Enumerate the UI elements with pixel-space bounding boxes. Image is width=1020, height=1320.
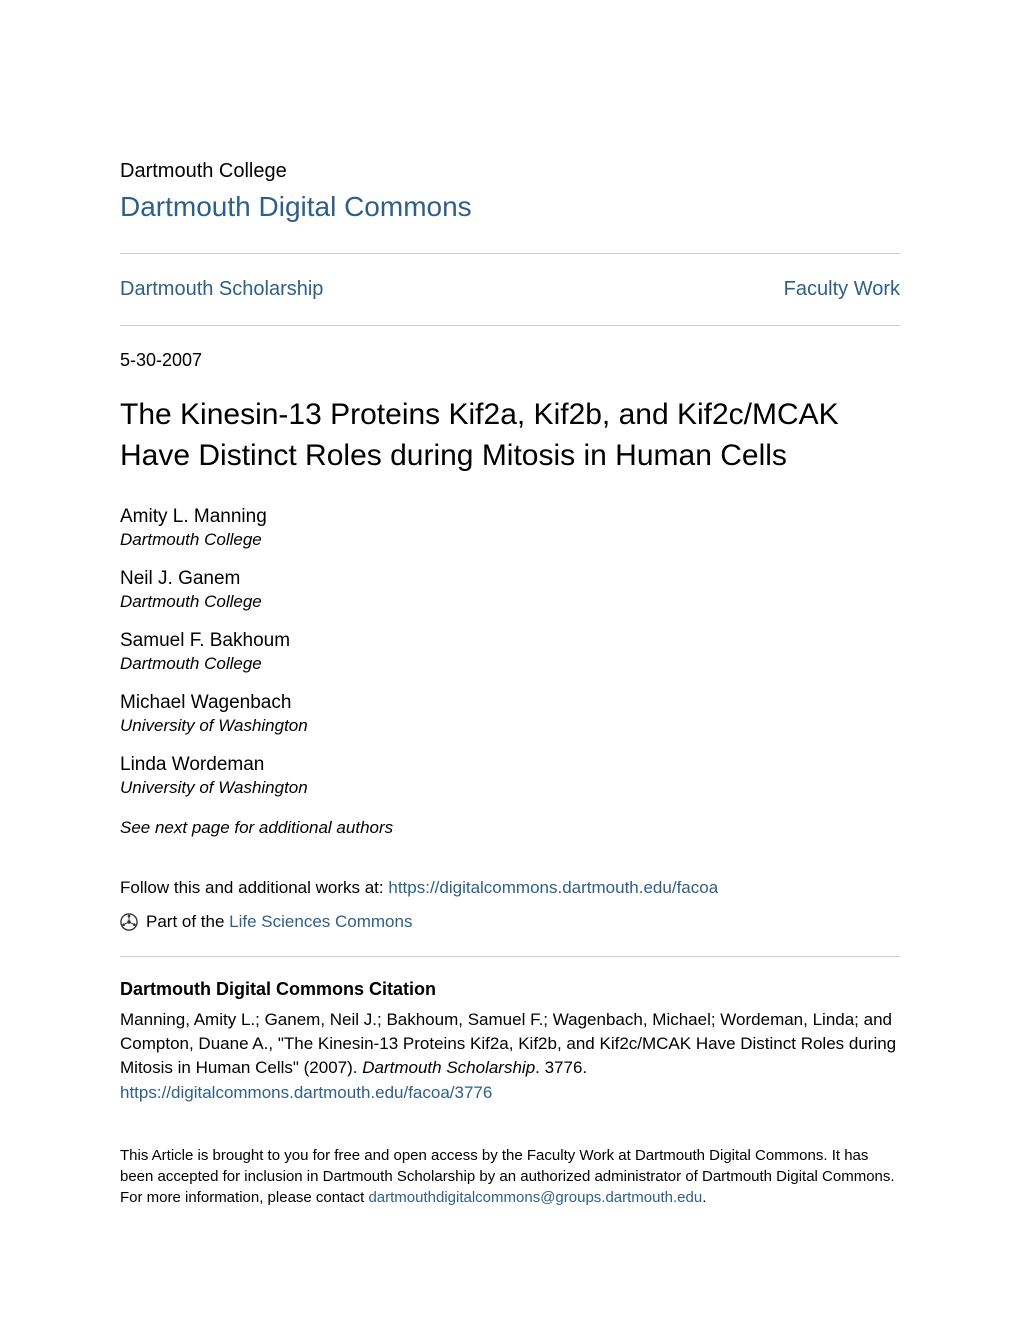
author-block: Amity L. Manning Dartmouth College <box>120 506 900 550</box>
author-affiliation: Dartmouth College <box>120 654 900 674</box>
network-icon <box>120 913 138 931</box>
divider-citation <box>120 956 900 957</box>
author-affiliation: Dartmouth College <box>120 592 900 612</box>
see-next-authors: See next page for additional authors <box>120 818 900 838</box>
author-block: Samuel F. Bakhoum Dartmouth College <box>120 630 900 674</box>
page-container: Dartmouth College Dartmouth Digital Comm… <box>120 160 900 1208</box>
citation-url-link[interactable]: https://digitalcommons.dartmouth.edu/fac… <box>120 1081 900 1105</box>
publication-date: 5-30-2007 <box>120 350 900 371</box>
part-of-prefix: Part of the <box>146 912 229 931</box>
follow-url-link[interactable]: https://digitalcommons.dartmouth.edu/fac… <box>388 878 718 897</box>
commons-link[interactable]: Life Sciences Commons <box>229 912 412 931</box>
author-name: Michael Wagenbach <box>120 692 900 714</box>
contact-email-link[interactable]: dartmouthdigitalcommons@groups.dartmouth… <box>368 1189 702 1206</box>
citation-body-after: . 3776. <box>535 1058 587 1077</box>
author-name: Samuel F. Bakhoum <box>120 630 900 652</box>
author-block: Neil J. Ganem Dartmouth College <box>120 568 900 612</box>
footer-text: This Article is brought to you for free … <box>120 1145 900 1208</box>
institution-name: Dartmouth College <box>120 160 900 183</box>
divider-bottom <box>120 325 900 326</box>
author-block: Linda Wordeman University of Washington <box>120 754 900 798</box>
citation-text: Manning, Amity L.; Ganem, Neil J.; Bakho… <box>120 1008 900 1105</box>
part-of-text: Part of the Life Sciences Commons <box>146 912 412 932</box>
author-name: Amity L. Manning <box>120 506 900 528</box>
authors-list: Amity L. Manning Dartmouth College Neil … <box>120 506 900 798</box>
author-affiliation: University of Washington <box>120 778 900 798</box>
nav-row: Dartmouth Scholarship Faculty Work <box>120 254 900 325</box>
author-name: Linda Wordeman <box>120 754 900 776</box>
repository-link[interactable]: Dartmouth Digital Commons <box>120 191 472 223</box>
follow-works: Follow this and additional works at: htt… <box>120 878 900 898</box>
follow-prefix: Follow this and additional works at: <box>120 878 388 897</box>
article-title: The Kinesin-13 Proteins Kif2a, Kif2b, an… <box>120 395 900 476</box>
author-affiliation: Dartmouth College <box>120 530 900 550</box>
author-name: Neil J. Ganem <box>120 568 900 590</box>
citation-heading: Dartmouth Digital Commons Citation <box>120 979 900 1000</box>
section-link[interactable]: Faculty Work <box>784 278 900 301</box>
part-of-row: Part of the Life Sciences Commons <box>120 912 900 932</box>
footer-body-after: . <box>702 1189 706 1206</box>
collection-link[interactable]: Dartmouth Scholarship <box>120 278 323 301</box>
citation-series: Dartmouth Scholarship <box>362 1058 535 1077</box>
author-affiliation: University of Washington <box>120 716 900 736</box>
author-block: Michael Wagenbach University of Washingt… <box>120 692 900 736</box>
